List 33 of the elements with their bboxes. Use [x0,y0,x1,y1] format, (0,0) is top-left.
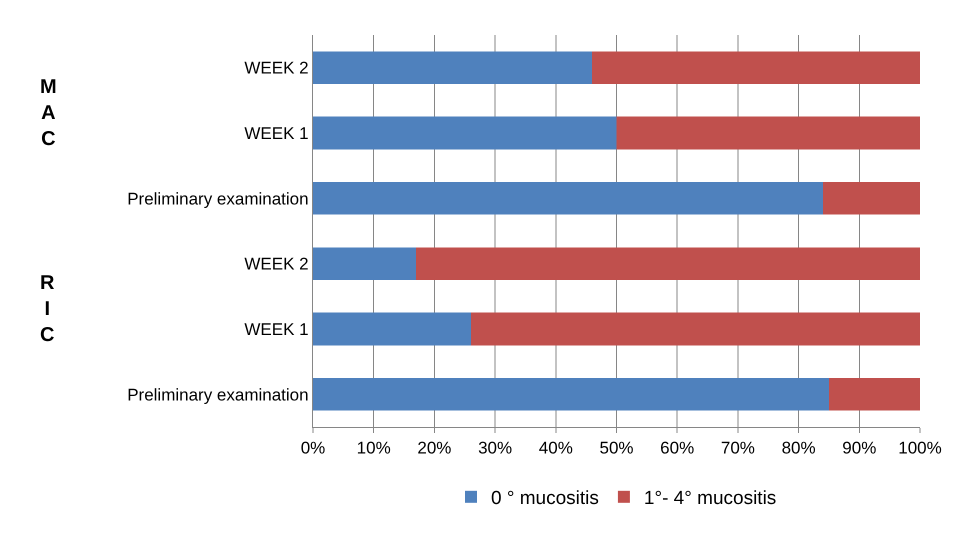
y-tick-label: WEEK 1 [244,320,309,339]
x-tick-label: 80% [782,438,816,458]
bar [313,247,416,280]
bar [313,182,823,215]
x-tick-label: 40% [538,438,573,458]
y-tick-label: Preliminary examination [127,385,309,404]
x-tick-label: 100% [898,438,942,458]
bar [616,116,920,150]
bar [313,312,471,346]
bar [592,51,920,84]
y-tick-label: WEEK 1 [244,124,309,143]
bar [313,116,616,150]
x-tick-label: 70% [720,438,755,458]
x-tick-label: 90% [842,438,876,458]
x-tick-label: 20% [417,438,452,458]
bar [313,378,829,411]
bar [828,378,920,411]
y-tick-label: Preliminary examination [127,189,309,208]
y-tick-label: WEEK 2 [244,58,309,78]
x-tick-label: 10% [356,438,391,458]
y-tick-label: WEEK 2 [244,254,309,274]
bar [470,312,920,346]
legend-label: 1°- 4° mucositis [644,488,776,510]
bar [313,51,592,84]
x-tick-label: 0% [300,438,326,458]
bar [416,247,920,280]
x-tick-label: 50% [599,438,634,458]
legend-label: 0 ° mucositis [491,488,599,510]
text: RIC [40,272,55,346]
x-tick-label: 60% [660,438,694,458]
x-tick-label: 30% [478,438,512,458]
text: MAC [40,76,57,150]
bar [822,182,920,215]
